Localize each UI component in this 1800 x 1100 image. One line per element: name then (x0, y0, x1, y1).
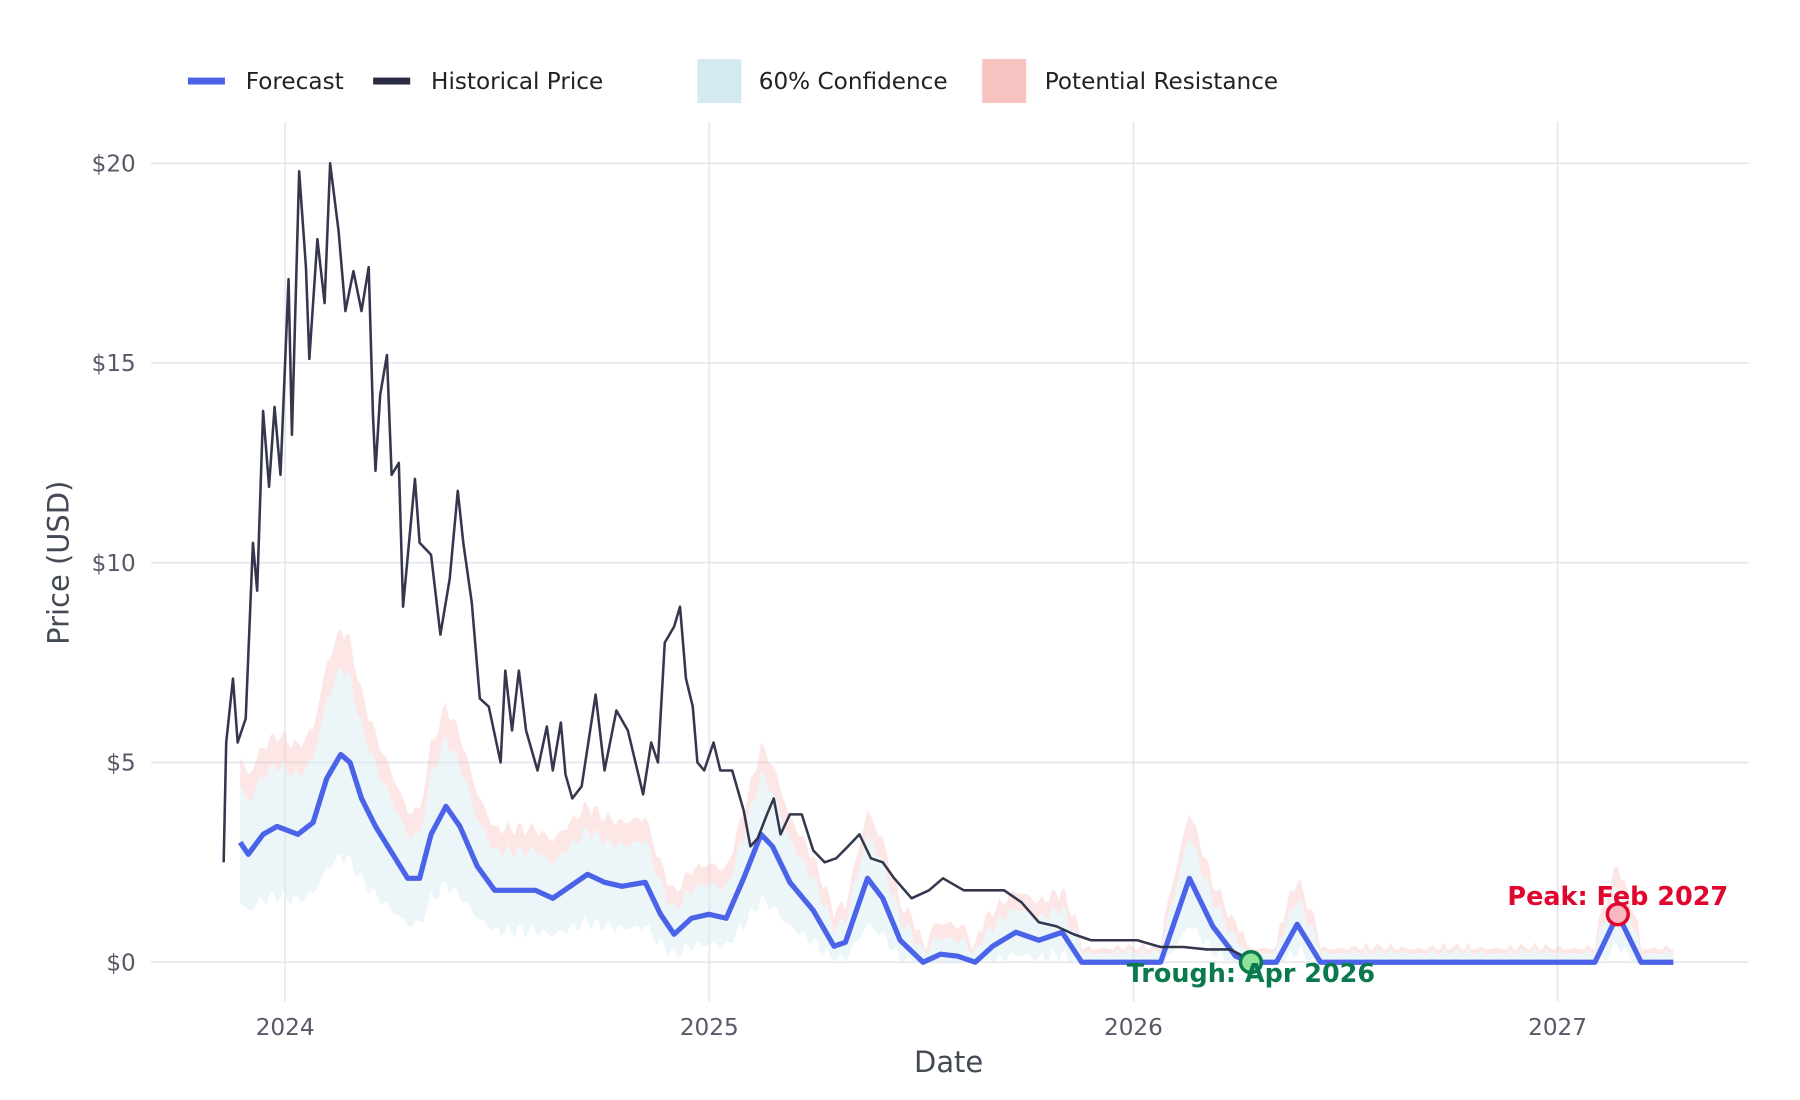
forecast-line (238, 751, 1674, 965)
legend-historical-swatch (373, 77, 411, 85)
x-tick-label: 2024 (256, 1015, 315, 1041)
y-tick-label: $5 (106, 751, 135, 777)
legend-historical-label: Historical Price (431, 69, 603, 95)
legend-confidence-label: 60% Confidence (759, 69, 948, 95)
x-tick-label: 2025 (680, 1015, 739, 1041)
grid (150, 121, 1749, 1002)
x-tick-label: 2027 (1528, 1015, 1587, 1041)
confidence-band (240, 667, 1674, 963)
legend-resistance-label: Potential Resistance (1045, 69, 1278, 95)
legend-confidence-swatch (697, 59, 742, 104)
historical-price-line (222, 161, 1249, 960)
trough-annotation-label: Trough: Apr 2026 (1127, 959, 1375, 989)
y-tick-label: $20 (92, 151, 136, 177)
legend-forecast-swatch (187, 77, 225, 85)
legend-resistance-swatch (982, 59, 1027, 104)
y-tick-label: $10 (92, 551, 136, 577)
annotations: Peak: Feb 2027 Trough: Apr 2026 (1127, 882, 1728, 989)
x-axis-title: Date (914, 1045, 983, 1079)
y-tick-label: $15 (92, 351, 136, 377)
lines (222, 161, 1674, 965)
legend: Forecast Historical Price 60% Confidence… (187, 59, 1278, 104)
legend-forecast-label: Forecast (246, 69, 344, 95)
peak-marker (1605, 902, 1630, 927)
y-tick-label: $0 (106, 950, 135, 976)
bands (240, 628, 1674, 963)
ticks: $0 $5 $10 $15 $20 2024 2025 2026 2027 (92, 151, 1587, 1041)
trough-marker (1238, 950, 1264, 975)
x-tick-label: 2026 (1104, 1015, 1163, 1041)
y-axis-title: Price (USD) (42, 481, 76, 645)
peak-annotation-label: Peak: Feb 2027 (1507, 882, 1728, 912)
